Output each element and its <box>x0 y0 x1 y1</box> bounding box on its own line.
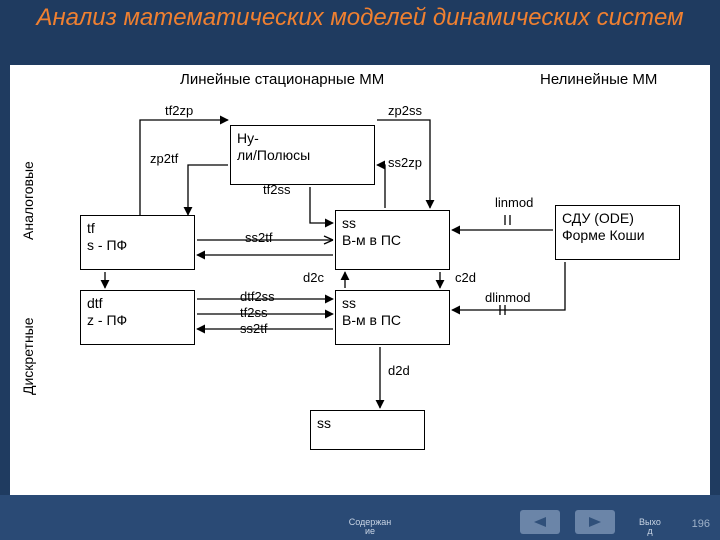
side-discrete: Дискретные <box>20 317 36 395</box>
diagram: Линейные стационарные ММ Нелинейные ММ А… <box>10 65 710 495</box>
prev-button[interactable] <box>520 510 560 534</box>
edge-label-d2c: d2c <box>303 270 324 285</box>
header-linear: Линейные стационарные ММ <box>180 71 384 88</box>
edge-label-c2d: c2d <box>455 270 476 285</box>
edge-label-tf2ss: tf2ss <box>263 182 290 197</box>
node-ss1: ss В-м в ПС <box>335 210 450 270</box>
edge-label-ss2tf-2: ss2tf <box>240 321 267 336</box>
node-ss2: ss В-м в ПС <box>335 290 450 345</box>
next-button[interactable] <box>575 510 615 534</box>
node-dtf: dtf z - ПФ <box>80 290 195 345</box>
triangle-right-icon <box>587 516 603 528</box>
side-analog: Аналоговые <box>20 161 36 240</box>
edge-label-linmod: linmod <box>495 195 533 210</box>
exit-label: Выхо д <box>630 518 670 536</box>
edge-label-ss2tf: ss2tf <box>245 230 272 245</box>
page-title: Анализ математических моделей динамическ… <box>0 0 720 32</box>
footer-bar: Содержан ие Выхо д 196 <box>0 495 720 540</box>
edge-label-tf2ss-2: tf2ss <box>240 305 267 320</box>
node-ss3: ss <box>310 410 425 450</box>
edge-label-dtf2ss: dtf2ss <box>240 289 275 304</box>
edge-label-d2d: d2d <box>388 363 410 378</box>
node-ode: СДУ (ODE) Форме Коши <box>555 205 680 260</box>
slide-number: 196 <box>692 518 710 530</box>
node-tf: tf s - ПФ <box>80 215 195 270</box>
edge-label-ss2zp: ss2zp <box>388 155 422 170</box>
edge-label-zp2tf: zp2tf <box>150 151 178 166</box>
edge-label-tf2zp: tf2zp <box>165 103 193 118</box>
triangle-left-icon <box>532 516 548 528</box>
node-hp: Ну- ли/Полюсы <box>230 125 375 185</box>
edge-label-zp2ss: zp2ss <box>388 103 422 118</box>
edge-label-dlinmod: dlinmod <box>485 290 531 305</box>
header-nonlinear: Нелинейные ММ <box>540 71 657 88</box>
contents-label: Содержан ие <box>340 518 400 536</box>
